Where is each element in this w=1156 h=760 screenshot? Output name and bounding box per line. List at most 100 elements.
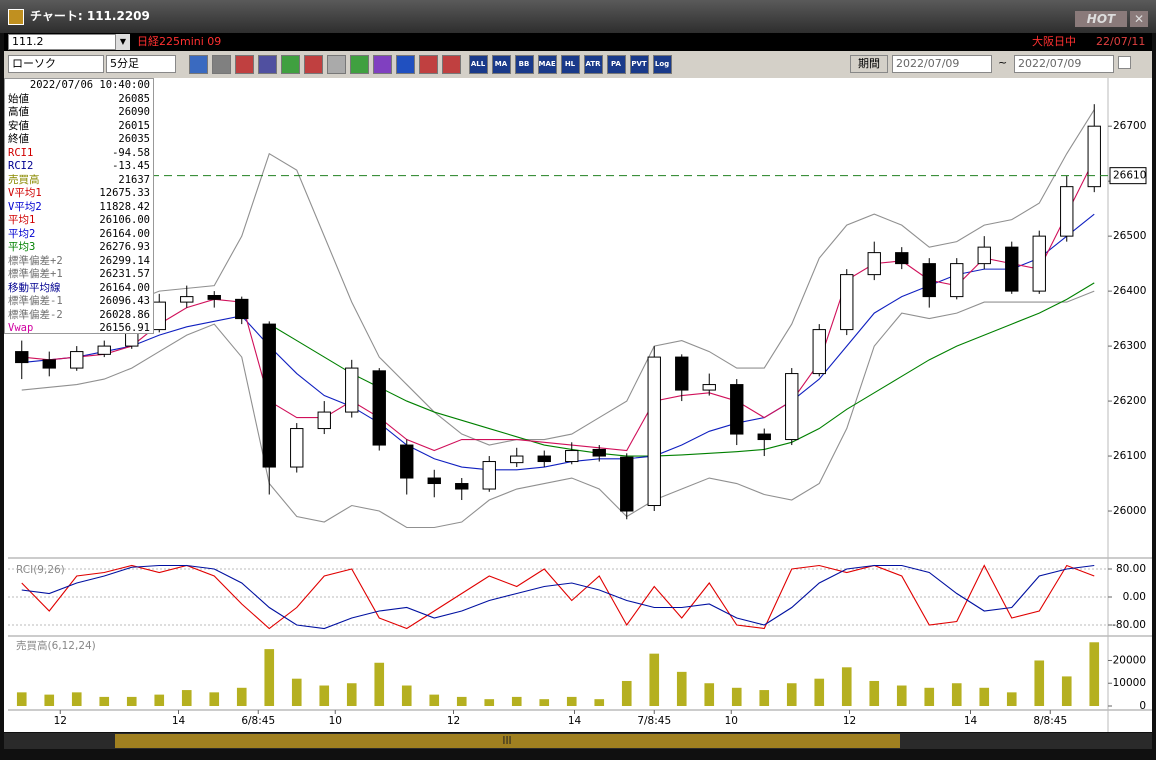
tool-button[interactable]	[281, 55, 300, 74]
tool-button[interactable]	[419, 55, 438, 74]
date: 22/07/11	[1096, 35, 1146, 48]
info-row: 移動平均線 26164.00	[5, 282, 153, 296]
volume-bar	[16, 692, 27, 706]
y-tick-label: 80.00	[1116, 563, 1146, 575]
tool-button[interactable]	[212, 55, 231, 74]
y-tick-label: 26400	[1113, 285, 1146, 297]
info-row: 標準偏差+2 26299.14	[5, 255, 153, 269]
info-value: -13.45	[112, 160, 150, 172]
info-row: 売買高 21637	[5, 174, 153, 188]
candle-body	[372, 370, 386, 446]
volume-bar	[704, 683, 715, 706]
volume-bar	[346, 683, 357, 706]
volume-bar	[511, 696, 522, 706]
y-tick-label: 26700	[1113, 120, 1146, 132]
tool-button[interactable]	[258, 55, 277, 74]
close-button[interactable]: ✕	[1130, 11, 1148, 27]
tool-button[interactable]: MA	[491, 55, 511, 74]
candle-body	[757, 433, 771, 441]
y-tick-label: 10000	[1113, 677, 1146, 689]
tool-button[interactable]: BB	[514, 55, 534, 74]
chart-type-select[interactable]: ローソク	[8, 55, 104, 73]
volume-bar	[71, 692, 82, 706]
panel-title: RCI(9,26)	[16, 564, 65, 576]
scrollbar-thumb[interactable]	[115, 734, 900, 748]
volume-bar	[759, 690, 770, 706]
candle-body	[207, 295, 221, 300]
symbol-input[interactable]: 111.2	[8, 34, 116, 50]
candle-body	[730, 384, 744, 435]
symbol-bar: 111.2 ▼ 日経225mini 09 大阪日中 22/07/11	[4, 33, 1152, 51]
tool-button[interactable]: HL	[560, 55, 580, 74]
line	[21, 564, 1095, 630]
volume-bar	[44, 694, 55, 706]
line	[21, 158, 1095, 452]
info-datetime: 2022/07/06 10:40:00	[29, 79, 150, 91]
tool-button[interactable]: Log	[652, 55, 672, 74]
candle-body	[482, 461, 496, 490]
info-row: 標準偏差+1 26231.57	[5, 268, 153, 282]
tool-button[interactable]	[350, 55, 369, 74]
tool-button[interactable]	[327, 55, 346, 74]
window-title: チャート: 111.2209	[30, 9, 150, 23]
candle-body	[537, 455, 551, 463]
period-button[interactable]: 期間	[850, 55, 888, 73]
hot-button[interactable]: HOT	[1075, 11, 1127, 27]
panel-title: 売買高(6,12,24)	[16, 639, 96, 652]
checkbox[interactable]	[1118, 56, 1131, 69]
date-from[interactable]: 2022/07/09	[892, 55, 992, 73]
tool-button[interactable]: PA	[606, 55, 626, 74]
line	[268, 282, 1095, 457]
scroll-grip: III	[502, 735, 511, 747]
volume-bar	[676, 671, 687, 706]
candle-body	[785, 373, 799, 441]
dropdown-arrow[interactable]: ▼	[116, 34, 130, 50]
info-label: 終値	[8, 133, 29, 145]
interval-select[interactable]: 5分足	[106, 55, 176, 73]
volume-bar	[401, 685, 412, 706]
volume-bar	[814, 678, 825, 706]
tool-button[interactable]: ATR	[583, 55, 603, 74]
info-row: RCI2 -13.45	[5, 160, 153, 174]
date-to[interactable]: 2022/07/09	[1014, 55, 1114, 73]
x-tick-label: 6/8:45	[241, 715, 275, 727]
volume-bar	[484, 699, 495, 706]
tool-button[interactable]: PVT	[629, 55, 649, 74]
candle-body	[455, 483, 469, 490]
info-row: 標準偏差-1 26096.43	[5, 295, 153, 309]
last-price-box	[1109, 167, 1147, 185]
volume-bar	[649, 653, 660, 706]
info-value: 26035	[118, 133, 150, 145]
x-tick-label: 7/8:45	[637, 715, 671, 727]
tool-button[interactable]	[442, 55, 461, 74]
tool-button[interactable]	[189, 55, 208, 74]
x-tick-label: 14	[964, 715, 978, 727]
candle-body	[15, 351, 29, 364]
volume-bar	[979, 687, 990, 706]
tool-button[interactable]	[304, 55, 323, 74]
x-tick-label: 14	[568, 715, 582, 727]
tool-button[interactable]: ALL	[468, 55, 488, 74]
info-label: 標準偏差-1	[8, 295, 63, 307]
volume-bar	[731, 687, 742, 706]
info-row: Vwap 26156.91	[5, 322, 153, 336]
info-value: 26231.57	[99, 268, 150, 280]
tool-button[interactable]: MAE	[537, 55, 557, 74]
volume-bar	[209, 692, 220, 706]
candle-body	[235, 298, 249, 320]
candle-body	[180, 296, 194, 303]
info-value: 26090	[118, 106, 150, 118]
tool-button[interactable]	[396, 55, 415, 74]
info-row: 平均3 26276.93	[5, 241, 153, 255]
info-value: 26106.00	[99, 214, 150, 226]
tool-button[interactable]	[373, 55, 392, 74]
y-tick-label: 26500	[1113, 230, 1146, 242]
tool-button[interactable]	[235, 55, 254, 74]
y-tick-label: -80.00	[1112, 619, 1146, 631]
info-label: 売買高	[8, 173, 40, 186]
candle-body	[317, 411, 331, 430]
volume-bar	[1006, 692, 1017, 706]
info-value: 26299.14	[99, 254, 150, 267]
